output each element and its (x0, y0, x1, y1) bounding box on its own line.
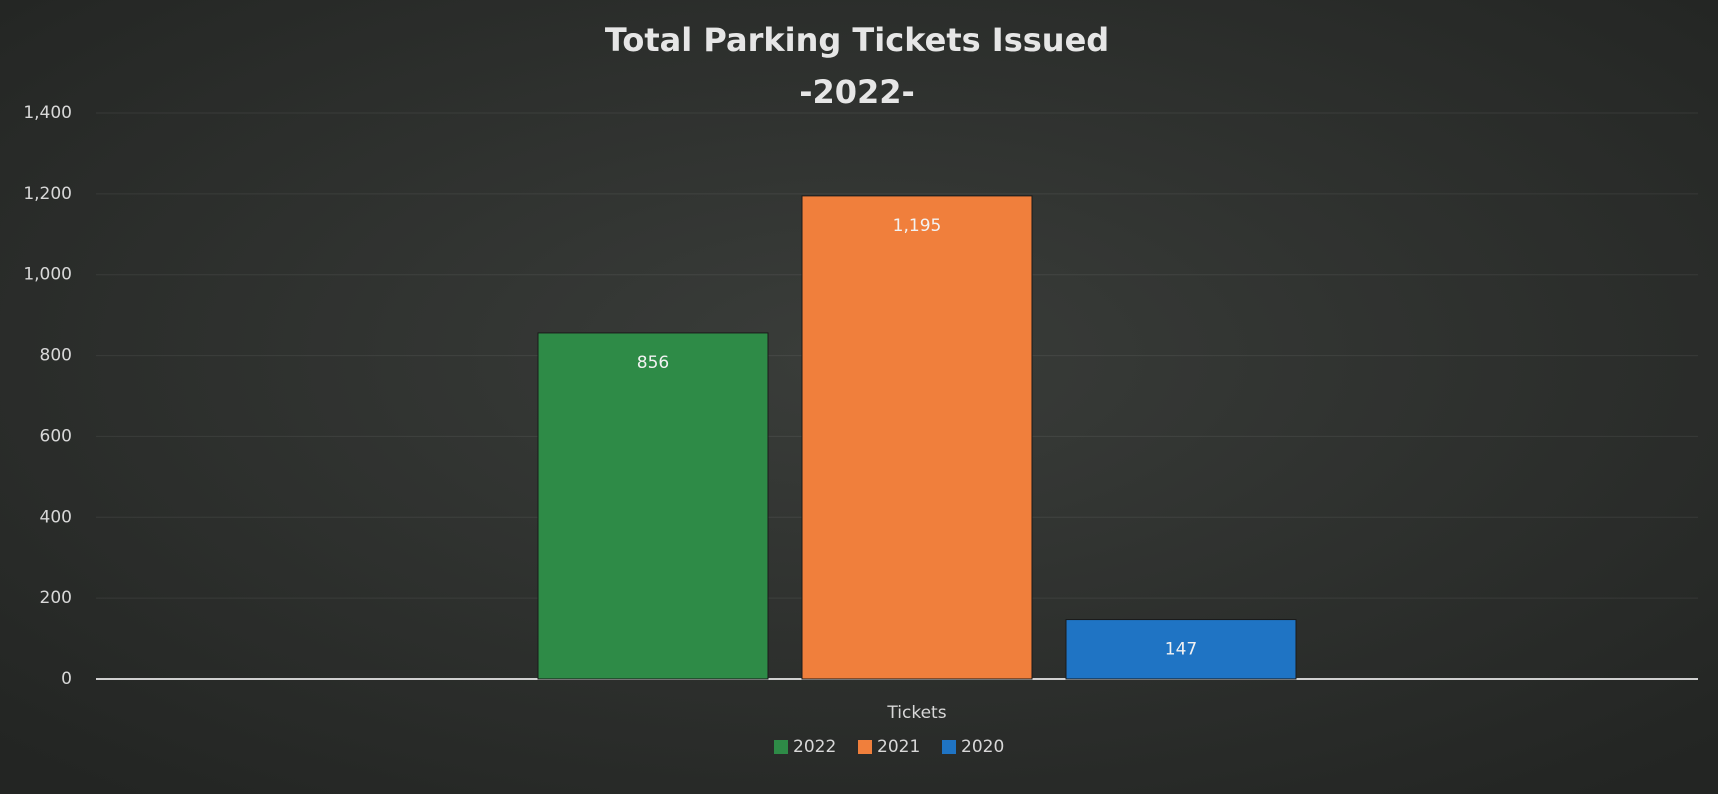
data-label: 147 (1165, 640, 1197, 660)
chart-subtitle: -2022- (799, 73, 915, 111)
y-tick-label: 0 (61, 669, 72, 689)
y-tick-label: 1,200 (23, 184, 72, 204)
y-tick-label: 400 (40, 507, 72, 527)
y-tick-label: 800 (40, 346, 72, 366)
legend-label: 2021 (877, 737, 920, 757)
y-tick-label: 600 (40, 426, 72, 446)
data-label: 856 (637, 353, 669, 373)
bar (801, 195, 1033, 680)
legend-swatch (774, 740, 788, 754)
bar (537, 332, 769, 680)
bar (1065, 619, 1297, 680)
y-tick-label: 200 (40, 588, 72, 608)
y-tick-label: 1,000 (23, 265, 72, 285)
data-label: 1,195 (893, 216, 942, 236)
legend-swatch (942, 740, 956, 754)
legend-label: 2020 (961, 737, 1004, 757)
legend-label: 2022 (793, 737, 836, 757)
chart-title: Total Parking Tickets Issued (605, 21, 1109, 59)
x-tick-label: Tickets (886, 703, 946, 723)
legend-swatch (858, 740, 872, 754)
y-tick-label: 1,400 (23, 103, 72, 123)
